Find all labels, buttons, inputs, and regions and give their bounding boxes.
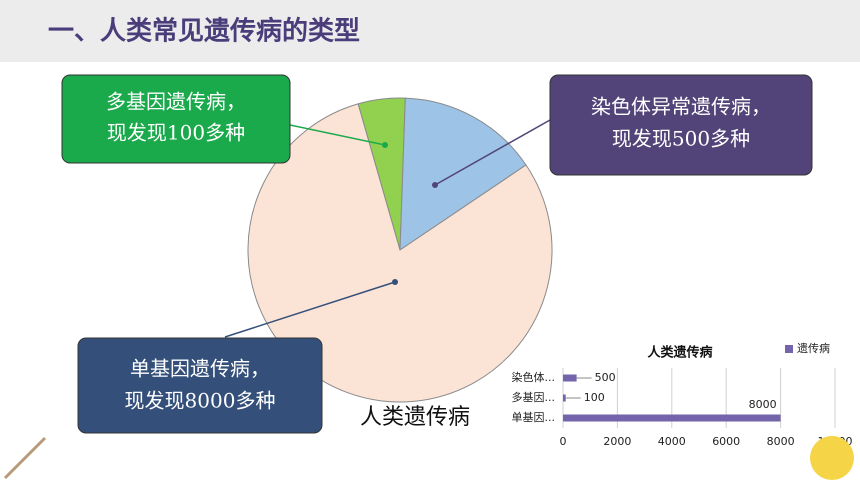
x-tick-label: 4000 [658, 435, 686, 448]
bar [563, 374, 577, 382]
x-tick-label: 6000 [712, 435, 740, 448]
leader-line [434, 119, 551, 186]
bar [563, 414, 781, 422]
legend-swatch [785, 345, 793, 353]
data-label: 500 [595, 371, 616, 384]
callout-box [77, 337, 323, 434]
bar-chart: 人类遗传病0200040006000800010000染色体...500多基因.… [512, 341, 853, 448]
leader-line [289, 124, 386, 146]
callout-text: 现发现500多种 [612, 127, 750, 151]
pie-chart [247, 97, 553, 403]
x-tick-label: 0 [560, 435, 567, 448]
callout-text: 多基因遗传病， [106, 90, 246, 114]
pie-title: 人类遗传病 [360, 405, 470, 430]
leader-dot [392, 279, 398, 285]
y-tick-label: 染色体... [512, 370, 556, 384]
leader-line [224, 281, 396, 338]
header-band [0, 0, 860, 62]
legend-label: 遗传病 [797, 341, 830, 355]
callout-text: 现发现8000多种 [125, 389, 276, 413]
bar-chart-title: 人类遗传病 [647, 345, 712, 361]
callout-text: 单基因遗传病， [130, 357, 270, 381]
callout-box [549, 74, 813, 176]
decoration [3, 436, 47, 480]
x-tick-label: 8000 [767, 435, 795, 448]
decoration [810, 436, 854, 480]
x-tick-label: 2000 [603, 435, 631, 448]
bar [563, 394, 566, 402]
callout-text: 现发现100多种 [107, 121, 245, 145]
header-title: 一、人类常见遗传病的类型 [48, 16, 360, 47]
callout-text: 染色体异常遗传病， [591, 95, 771, 119]
data-label: 100 [584, 391, 605, 404]
callout-box [61, 74, 291, 164]
leader-dot [382, 142, 388, 148]
y-tick-label: 单基因... [512, 411, 556, 424]
y-tick-label: 多基因... [512, 390, 556, 404]
pie-slice [399, 97, 527, 251]
leader-dot [432, 182, 438, 188]
data-label: 8000 [749, 398, 777, 411]
pie-slice [247, 103, 553, 403]
